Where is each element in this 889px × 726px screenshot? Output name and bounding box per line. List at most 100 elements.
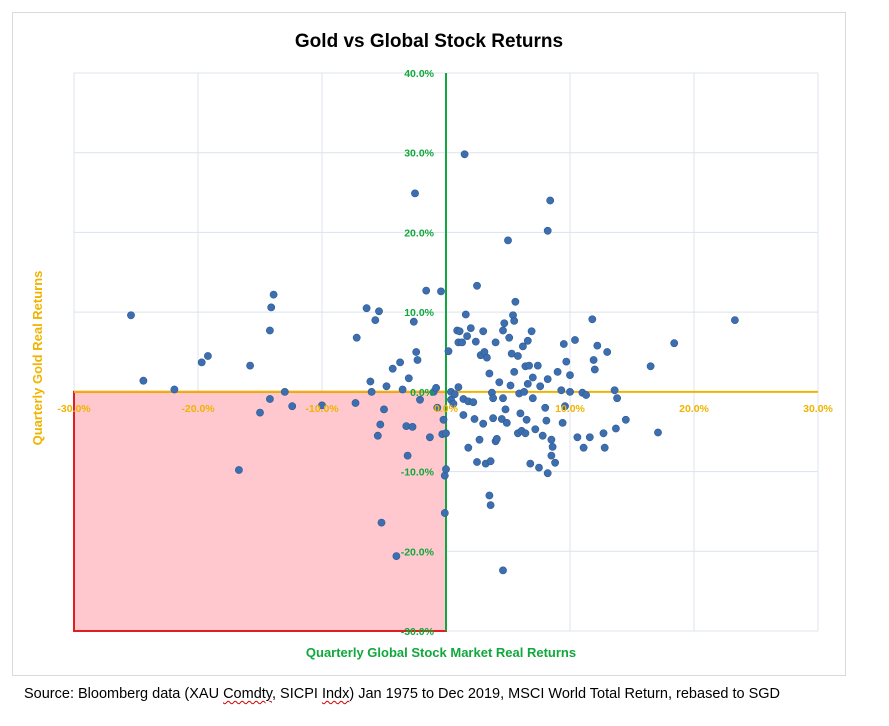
- data-point-83: [485, 491, 494, 500]
- data-point-3: [197, 358, 206, 367]
- data-point-89: [491, 338, 500, 347]
- data-point-52: [444, 347, 453, 356]
- data-point-34: [408, 422, 417, 431]
- data-point-98: [502, 418, 511, 427]
- data-point-28: [392, 552, 401, 560]
- data-point-149: [579, 443, 588, 452]
- data-point-2: [170, 385, 179, 394]
- data-point-116: [522, 415, 531, 424]
- x-axis-label: Quarterly Global Stock Market Real Retur…: [306, 645, 576, 660]
- data-point-154: [590, 365, 599, 374]
- data-point-23: [376, 420, 385, 429]
- data-point-92: [495, 378, 504, 387]
- y-axis-label: Quarterly Gold Real Returns: [30, 271, 45, 446]
- data-point-141: [559, 340, 568, 348]
- data-point-78: [479, 419, 488, 428]
- y-tick-label-1: 30.0%: [404, 148, 434, 160]
- data-point-6: [246, 361, 254, 370]
- chart-title: Gold vs Global Stock Returns: [295, 31, 563, 52]
- data-point-135: [547, 451, 556, 460]
- data-point-152: [588, 315, 597, 324]
- data-point-161: [613, 394, 621, 403]
- data-point-50: [442, 465, 450, 474]
- data-point-150: [582, 391, 590, 399]
- data-point-145: [566, 371, 574, 379]
- data-point-84: [486, 501, 495, 509]
- source-suffix: ) Jan 1975 to Dec 2019, MSCI World Total…: [349, 686, 781, 702]
- data-point-124: [531, 425, 540, 434]
- x-tick-label-6: 30.0%: [803, 403, 833, 415]
- source-note: Source: Bloomberg data (XAU Comdty, SICP…: [24, 686, 780, 702]
- data-point-15: [351, 399, 360, 407]
- data-point-4: [203, 352, 212, 360]
- data-point-5: [234, 466, 243, 474]
- y-tick-label-7: -30.0%: [401, 626, 435, 638]
- data-point-77: [479, 327, 488, 336]
- data-point-10: [267, 303, 276, 312]
- data-point-29: [396, 358, 404, 367]
- data-point-8: [265, 395, 274, 403]
- data-point-43: [432, 383, 440, 392]
- data-point-67: [464, 443, 473, 452]
- data-point-106: [511, 297, 520, 306]
- data-point-59: [454, 383, 463, 391]
- data-point-133: [546, 196, 555, 205]
- x-tick-labels: -30.0% -20.0% -10.0% 0.0% 10.0% 20.0% 30.0%: [57, 403, 833, 415]
- data-point-139: [557, 386, 566, 395]
- data-point-91: [492, 434, 501, 443]
- data-point-18: [366, 377, 375, 386]
- data-point-166: [731, 316, 739, 324]
- data-point-74: [473, 281, 481, 290]
- data-point-73: [473, 458, 481, 466]
- data-point-123: [528, 394, 537, 403]
- data-point-9: [265, 326, 274, 335]
- data-point-153: [589, 356, 598, 364]
- data-point-104: [510, 316, 519, 325]
- data-point-40: [422, 286, 431, 295]
- data-point-30: [398, 385, 407, 394]
- data-point-136: [548, 442, 557, 451]
- data-point-26: [382, 382, 391, 391]
- data-point-167: [543, 226, 552, 235]
- data-point-65: [461, 310, 470, 319]
- data-point-82: [485, 369, 494, 378]
- data-point-49: [440, 509, 449, 517]
- data-point-69: [466, 324, 475, 332]
- data-point-159: [610, 386, 619, 395]
- data-point-55: [449, 399, 458, 408]
- data-point-1: [139, 376, 148, 385]
- highlight-region: [73, 390, 447, 632]
- data-point-0: [127, 311, 135, 320]
- data-point-138: [553, 367, 562, 376]
- data-point-147: [573, 433, 582, 442]
- data-point-56: [450, 390, 459, 399]
- data-point-118: [523, 336, 532, 345]
- source-word-indx: Indx: [321, 686, 350, 702]
- data-point-142: [561, 402, 569, 411]
- data-points: [127, 150, 739, 575]
- data-point-122: [528, 373, 537, 382]
- data-point-47: [439, 415, 448, 424]
- source-word-comdty: Comdty: [223, 686, 272, 702]
- data-point-60: [455, 327, 464, 336]
- data-point-32: [403, 451, 412, 460]
- data-point-115: [521, 429, 530, 438]
- data-point-112: [518, 342, 527, 351]
- data-point-25: [380, 405, 388, 414]
- y-tick-label-5: -10.0%: [401, 467, 435, 479]
- data-point-11: [269, 290, 278, 299]
- data-point-39: [416, 395, 424, 404]
- data-point-113: [520, 387, 528, 396]
- data-point-75: [475, 435, 484, 444]
- data-point-101: [506, 381, 515, 390]
- data-point-160: [612, 424, 620, 433]
- data-point-127: [536, 382, 545, 391]
- data-point-85: [486, 457, 495, 466]
- data-point-16: [352, 333, 361, 342]
- data-point-143: [562, 357, 571, 366]
- data-point-105: [510, 367, 519, 376]
- data-point-137: [551, 458, 559, 467]
- data-point-96: [500, 319, 509, 328]
- data-point-35: [409, 317, 418, 326]
- data-point-41: [425, 433, 434, 442]
